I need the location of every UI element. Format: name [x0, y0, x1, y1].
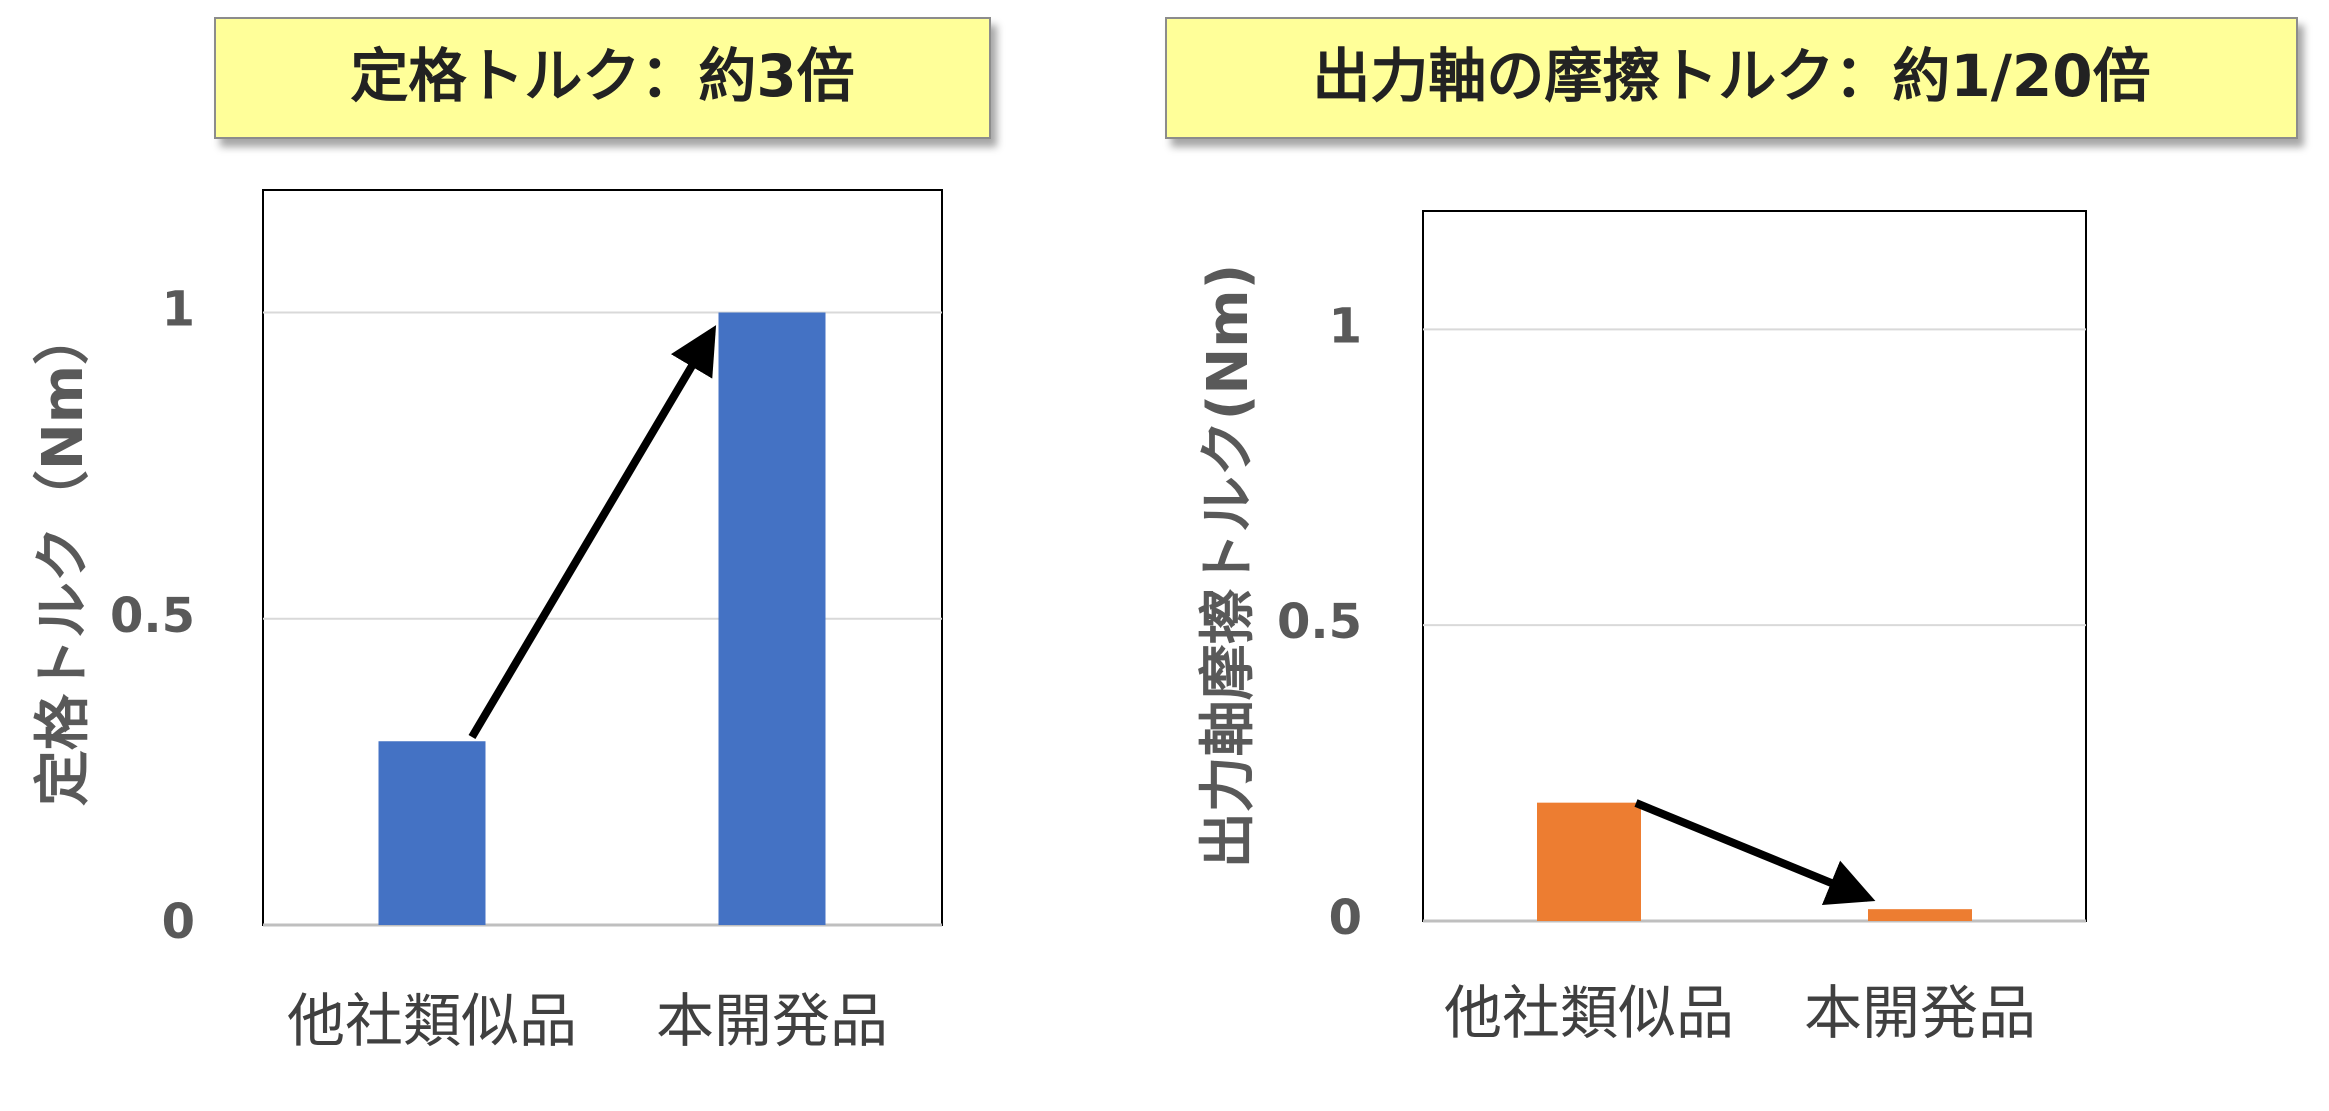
plot-area: [1422, 210, 2087, 922]
title-box: [1165, 17, 2298, 139]
y-tick-label: 0: [1329, 890, 1362, 946]
y-tick-label: 1: [1329, 298, 1362, 354]
chart-title: 定格トルク：約3倍: [350, 42, 854, 110]
x-tick-label: 他社類似品: [1444, 979, 1734, 1047]
y-axis-label: 定格トルク（Nm）: [31, 309, 96, 806]
arrow: [468, 325, 717, 740]
bar: [378, 741, 486, 925]
chart-title: 出力軸の摩擦トルク：約1/20倍: [1312, 42, 2150, 110]
bar: [1868, 909, 1972, 921]
x-tick-label: 本開発品: [1804, 979, 2036, 1047]
bar: [1537, 802, 1641, 921]
arrow: [1634, 799, 1876, 906]
y-tick-label: 1: [162, 282, 195, 338]
y-tick-label: 0.5: [1277, 594, 1362, 650]
y-axis-label: 出力軸摩擦トルク(Nm): [1196, 264, 1261, 868]
title-box: [214, 17, 991, 139]
plot-area: [262, 189, 943, 926]
bar: [718, 312, 826, 925]
y-tick-label: 0.5: [110, 588, 195, 644]
x-tick-label: 本開発品: [656, 987, 888, 1055]
y-tick-label: 0: [162, 894, 195, 950]
x-tick-label: 他社類似品: [287, 987, 577, 1055]
